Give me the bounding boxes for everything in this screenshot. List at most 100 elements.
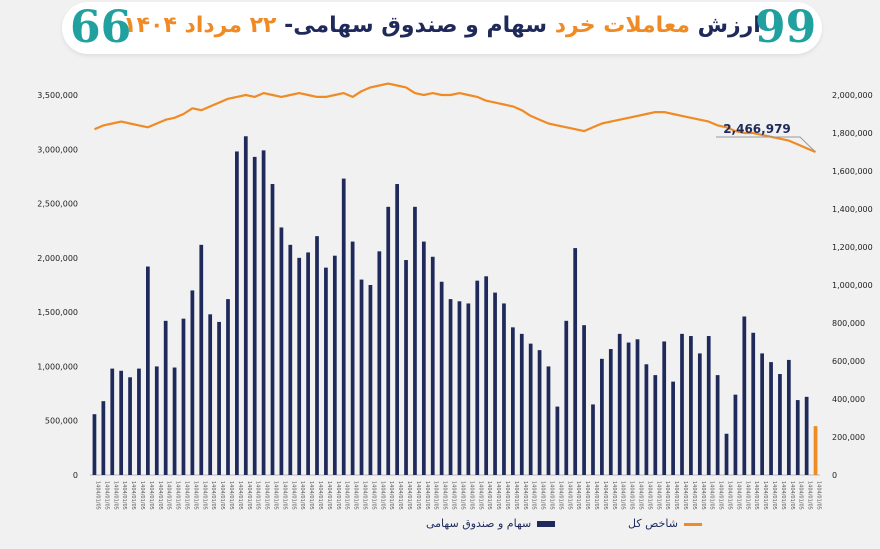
bar (706, 336, 711, 475)
annotation-leader (716, 136, 816, 153)
bar (582, 325, 586, 475)
right-tick-label: 1,200,000 (832, 243, 873, 252)
bar (386, 206, 391, 476)
bar (190, 290, 195, 475)
x-tick-label: 1404/01/05 (593, 481, 599, 510)
left-tick-label: 500,000 (45, 417, 78, 426)
bar (261, 150, 266, 475)
left-tick-label: 2,500,000 (37, 200, 78, 209)
right-tick-label: 1,800,000 (832, 129, 873, 138)
bar (350, 241, 355, 475)
bar (733, 394, 738, 475)
bar (332, 255, 337, 475)
x-tick-label: 1404/01/05 (522, 481, 528, 510)
bar (804, 396, 809, 475)
x-tick-label: 1404/01/05 (486, 481, 492, 510)
x-tick-label: 1404/01/05 (673, 481, 679, 510)
bar (315, 236, 319, 475)
bar (181, 318, 186, 475)
right-tick-label: 1,000,000 (832, 281, 873, 290)
x-tick-label: 1404/01/05 (183, 481, 189, 510)
x-tick-label: 1404/01/05 (584, 481, 590, 510)
x-tick-label: 1404/01/05 (362, 481, 368, 510)
legend-line-swatch (683, 522, 702, 526)
bar (528, 343, 533, 475)
x-tick-label: 1404/01/05 (638, 481, 644, 510)
x-tick-label: 1404/01/05 (682, 481, 688, 510)
x-tick-label: 1404/01/05 (192, 481, 198, 510)
legend-bars-swatch (537, 521, 556, 527)
bar (430, 256, 435, 475)
bar (484, 276, 489, 475)
bar (689, 336, 693, 475)
x-tick-label: 1404/01/05 (718, 481, 724, 510)
bar (288, 244, 293, 475)
x-tick-label: 1404/01/05 (201, 481, 207, 510)
left-tick-label: 1,500,000 (37, 308, 78, 317)
bar (626, 342, 631, 475)
bar (359, 279, 364, 475)
right-tick-label: 1,600,000 (832, 167, 873, 176)
legend-bars-label: سهام و صندوق سهامی (426, 517, 532, 530)
bar (395, 184, 400, 475)
x-tick-label: 1404/01/05 (789, 481, 795, 510)
x-tick-label: 1404/01/05 (477, 481, 483, 510)
x-tick-label: 1404/01/05 (816, 481, 822, 510)
x-tick-label: 1404/01/05 (664, 481, 670, 510)
x-tick-label: 1404/01/05 (468, 481, 474, 510)
bar (404, 260, 408, 475)
x-tick-label: 1404/01/05 (495, 481, 501, 510)
x-tick-label: 1404/01/05 (317, 481, 323, 510)
bar (279, 227, 284, 475)
left-tick-label: 3,500,000 (37, 91, 78, 100)
x-tick-label: 1404/01/05 (442, 481, 448, 510)
x-tick-label: 1404/01/05 (620, 481, 626, 510)
bar (795, 400, 800, 475)
x-tick-label: 1404/01/05 (370, 481, 376, 510)
right-tick-label: 400,000 (832, 395, 865, 404)
x-tick-label: 1404/01/05 (397, 481, 403, 510)
x-tick-label: 1404/01/05 (451, 481, 457, 510)
bar (377, 251, 382, 475)
x-tick-label: 1404/01/05 (246, 481, 252, 510)
left-tick-label: 1,000,000 (37, 362, 78, 371)
bar (235, 151, 239, 475)
bar (724, 433, 729, 475)
x-tick-label: 1404/01/05 (540, 481, 546, 510)
x-tick-label: 1404/01/05 (379, 481, 385, 510)
bar (128, 377, 132, 475)
header-banner: ارزش معاملات خرد سهام و صندوق سهامی- ۲۲ … (62, 2, 822, 54)
bar (502, 303, 506, 475)
x-tick-label: 1404/01/05 (531, 481, 537, 510)
x-tick-label: 1404/01/05 (335, 481, 341, 510)
bar (252, 156, 257, 475)
right-tick-label: 0 (832, 471, 837, 480)
x-tick-label: 1404/01/05 (94, 481, 100, 510)
x-tick-label: 1404/01/05 (237, 481, 243, 510)
x-tick-label: 1404/01/05 (424, 481, 430, 510)
bar (778, 374, 782, 475)
bar (635, 339, 640, 475)
x-tick-label: 1404/01/05 (166, 481, 172, 510)
x-tick-label: 1404/01/05 (299, 481, 305, 510)
right-tick-label: 600,000 (832, 357, 865, 366)
bar (671, 381, 675, 475)
annotation-label: 2,466,979 (723, 122, 791, 136)
bar (600, 358, 604, 475)
bar (208, 314, 213, 475)
x-tick-label: 1404/01/05 (780, 481, 786, 510)
bar (145, 266, 150, 475)
bar (421, 241, 426, 475)
x-tick-label: 1404/01/05 (655, 481, 661, 510)
bar (573, 248, 578, 475)
legend-line-label: شاخص کل (628, 517, 678, 530)
bar (715, 375, 720, 475)
x-tick-label: 1404/01/05 (557, 481, 563, 510)
bar (644, 364, 649, 475)
x-tick-label: 1404/01/05 (175, 481, 181, 510)
bar (154, 366, 159, 475)
x-tick-label: 1404/01/05 (139, 481, 145, 510)
x-tick-label: 1404/01/05 (103, 481, 109, 510)
bar (137, 368, 141, 475)
bar (448, 299, 453, 475)
